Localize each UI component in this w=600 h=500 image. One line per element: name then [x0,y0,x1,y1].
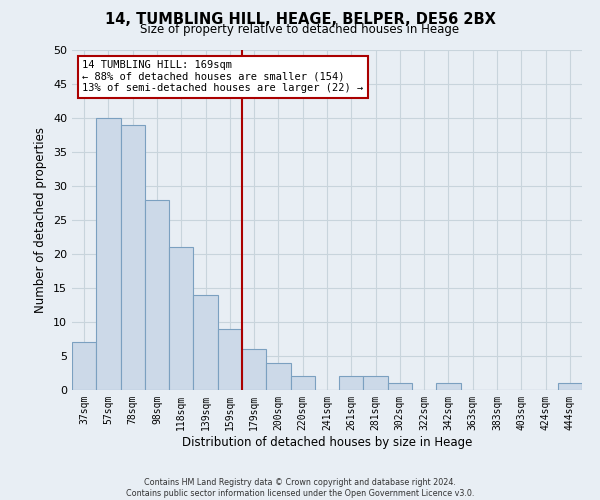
Bar [121,125,145,390]
Bar [436,383,461,390]
Bar [169,247,193,390]
Bar [193,295,218,390]
Bar [72,342,96,390]
Bar [218,329,242,390]
Text: Size of property relative to detached houses in Heage: Size of property relative to detached ho… [140,22,460,36]
X-axis label: Distribution of detached houses by size in Heage: Distribution of detached houses by size … [182,436,472,448]
Bar [266,363,290,390]
Bar [96,118,121,390]
Bar [290,376,315,390]
Text: 14, TUMBLING HILL, HEAGE, BELPER, DE56 2BX: 14, TUMBLING HILL, HEAGE, BELPER, DE56 2… [104,12,496,28]
Bar [242,349,266,390]
Bar [558,383,582,390]
Bar [388,383,412,390]
Bar [145,200,169,390]
Y-axis label: Number of detached properties: Number of detached properties [34,127,47,313]
Bar [364,376,388,390]
Bar [339,376,364,390]
Text: Contains HM Land Registry data © Crown copyright and database right 2024.
Contai: Contains HM Land Registry data © Crown c… [126,478,474,498]
Text: 14 TUMBLING HILL: 169sqm
← 88% of detached houses are smaller (154)
13% of semi-: 14 TUMBLING HILL: 169sqm ← 88% of detach… [82,60,364,94]
